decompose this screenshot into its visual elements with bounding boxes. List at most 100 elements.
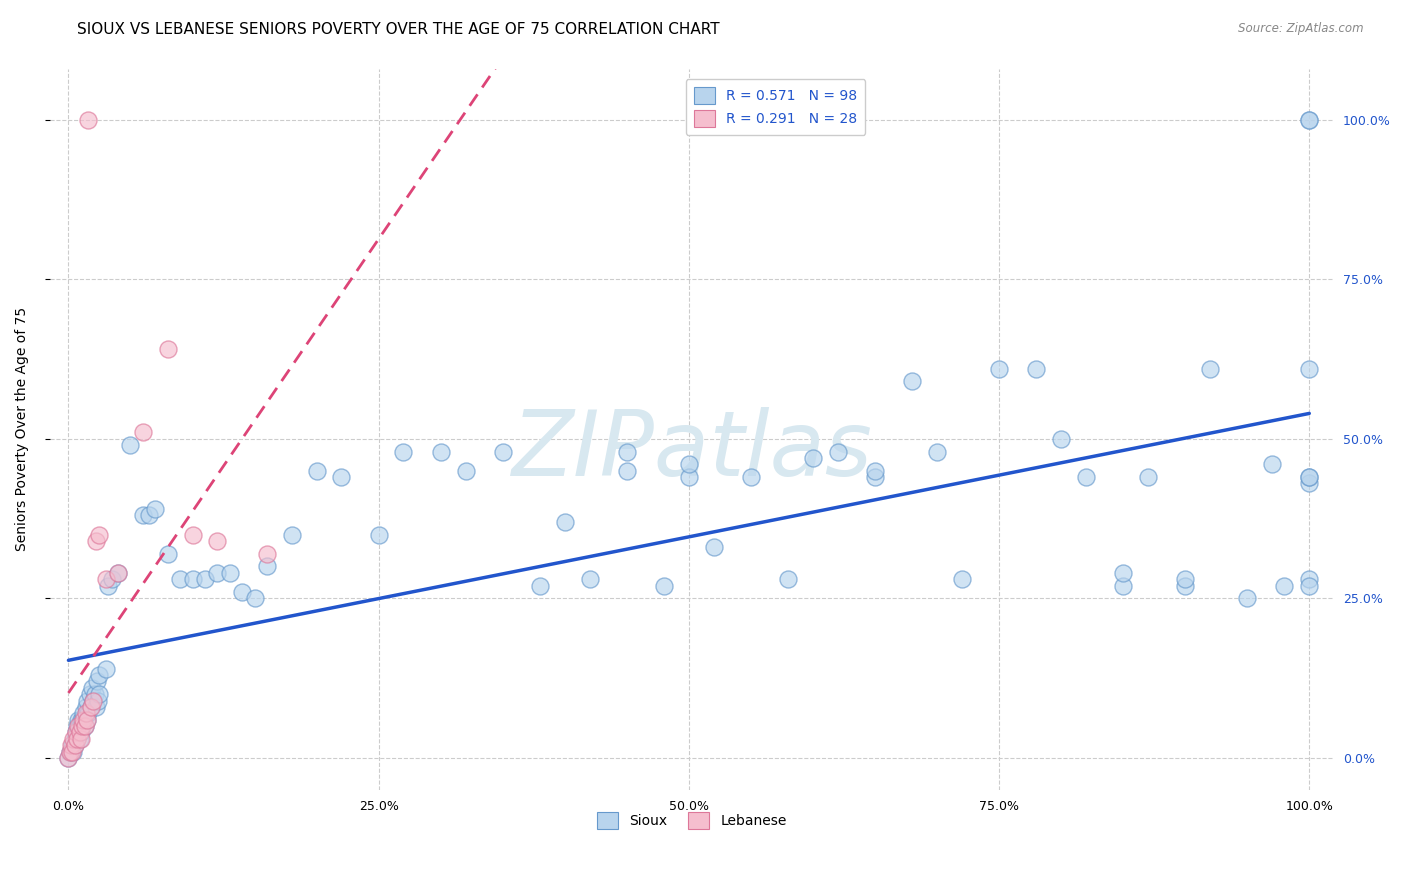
Point [89, 668, 111, 682]
Point [1112, 566, 1135, 580]
Point [94, 572, 117, 586]
Y-axis label: Seniors Poverty Over the Age of 75: Seniors Poverty Over the Age of 75 [15, 307, 30, 551]
Point [73, 719, 96, 733]
Point [1298, 476, 1320, 491]
Point [73, 719, 96, 733]
Point [60, 738, 83, 752]
Point [1074, 470, 1097, 484]
Point [69, 719, 91, 733]
Point [169, 572, 191, 586]
Point [107, 566, 129, 580]
Point [1298, 112, 1320, 127]
Point [256, 559, 278, 574]
Point [1050, 432, 1073, 446]
Point [801, 450, 824, 465]
Point [367, 527, 389, 541]
Point [207, 566, 229, 580]
Point [256, 547, 278, 561]
Text: Source: ZipAtlas.com: Source: ZipAtlas.com [1239, 22, 1364, 36]
Point [330, 470, 353, 484]
Point [156, 343, 179, 357]
Legend: Sioux, Lebanese: Sioux, Lebanese [592, 807, 792, 835]
Point [1298, 579, 1320, 593]
Point [207, 533, 229, 548]
Point [827, 444, 849, 458]
Point [1236, 591, 1258, 606]
Point [76, 713, 98, 727]
Point [181, 527, 204, 541]
Point [901, 374, 924, 388]
Point [70, 725, 93, 739]
Point [1136, 470, 1159, 484]
Point [89, 687, 111, 701]
Point [69, 731, 91, 746]
Point [80, 681, 103, 695]
Point [1112, 579, 1135, 593]
Point [616, 464, 638, 478]
Point [107, 566, 129, 580]
Point [63, 731, 86, 746]
Point [863, 470, 886, 484]
Point [69, 725, 91, 739]
Point [76, 693, 98, 707]
Point [1298, 572, 1320, 586]
Point [59, 745, 82, 759]
Point [678, 458, 700, 472]
Point [1274, 579, 1296, 593]
Point [1174, 579, 1197, 593]
Point [70, 731, 93, 746]
Point [84, 699, 107, 714]
Text: ZIPatlas: ZIPatlas [512, 407, 872, 495]
Point [492, 444, 515, 458]
Point [863, 464, 886, 478]
Point [62, 731, 84, 746]
Point [143, 502, 166, 516]
Point [72, 713, 94, 727]
Point [156, 547, 179, 561]
Point [554, 515, 576, 529]
Point [59, 745, 82, 759]
Point [652, 579, 675, 593]
Point [97, 579, 120, 593]
Point [60, 745, 83, 759]
Point [59, 738, 82, 752]
Point [529, 579, 551, 593]
Point [84, 533, 107, 548]
Point [1298, 112, 1320, 127]
Point [67, 713, 90, 727]
Point [138, 508, 160, 523]
Point [59, 745, 82, 759]
Point [429, 444, 451, 458]
Text: SIOUX VS LEBANESE SENIORS POVERTY OVER THE AGE OF 75 CORRELATION CHART: SIOUX VS LEBANESE SENIORS POVERTY OVER T… [77, 22, 720, 37]
Point [194, 572, 217, 586]
Point [181, 572, 204, 586]
Point [80, 699, 103, 714]
Point [778, 572, 800, 586]
Point [281, 527, 304, 541]
Point [1298, 470, 1320, 484]
Point [65, 725, 87, 739]
Point [1025, 361, 1047, 376]
Point [231, 585, 253, 599]
Point [63, 738, 86, 752]
Point [62, 745, 84, 759]
Point [83, 687, 105, 701]
Point [70, 713, 93, 727]
Point [67, 719, 90, 733]
Point [454, 464, 477, 478]
Point [1199, 361, 1222, 376]
Point [1261, 458, 1284, 472]
Point [703, 541, 725, 555]
Point [58, 751, 80, 765]
Point [218, 566, 240, 580]
Point [79, 687, 101, 701]
Point [75, 706, 97, 721]
Point [1298, 470, 1320, 484]
Point [988, 361, 1011, 376]
Point [392, 444, 415, 458]
Point [740, 470, 762, 484]
Point [101, 572, 124, 586]
Point [58, 751, 80, 765]
Point [132, 508, 155, 523]
Point [66, 731, 89, 746]
